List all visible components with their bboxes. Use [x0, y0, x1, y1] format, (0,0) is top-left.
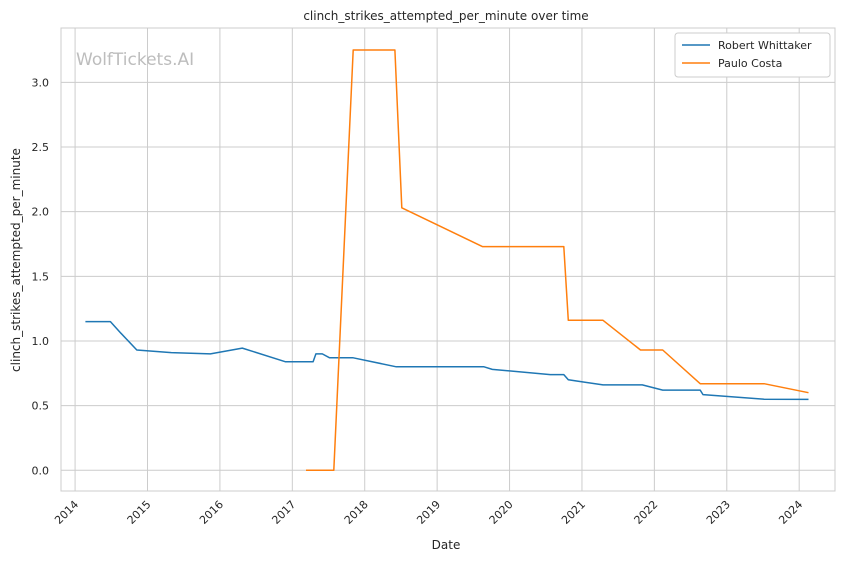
y-tick-label-2.0: 2.0 [32, 206, 50, 219]
series-line-paulo-costa [306, 49, 809, 472]
x-axis-title: Date [432, 538, 461, 552]
y-axis-title: clinch_strikes_attempted_per_minute [9, 148, 23, 372]
chart-title: clinch_strikes_attempted_per_minute over… [303, 9, 588, 23]
y-tick-labels: 0.0 0.5 1.0 1.5 2.0 2.5 3.0 [32, 76, 50, 477]
watermark: WolfTickets.AI [76, 50, 194, 70]
grid [61, 28, 835, 491]
y-tick-label-1.5: 1.5 [32, 270, 50, 283]
y-tick-label-3.0: 3.0 [32, 76, 50, 89]
legend-box [674, 32, 831, 78]
y-tick-label-0.0: 0.0 [32, 464, 50, 477]
legend-label-paulo-costa: Paulo Costa [718, 57, 782, 70]
legend-label-robert-whittaker: Robert Whittaker [718, 39, 812, 52]
series-lines [85, 49, 809, 472]
y-tick-label-1.0: 1.0 [32, 335, 50, 348]
plot-frame [60, 27, 836, 492]
y-tick-label-0.5: 0.5 [32, 400, 50, 413]
legend: Robert Whittaker Paulo Costa [674, 32, 831, 78]
y-tick-label-2.5: 2.5 [32, 141, 50, 154]
series-line-robert-whittaker [85, 320, 809, 401]
